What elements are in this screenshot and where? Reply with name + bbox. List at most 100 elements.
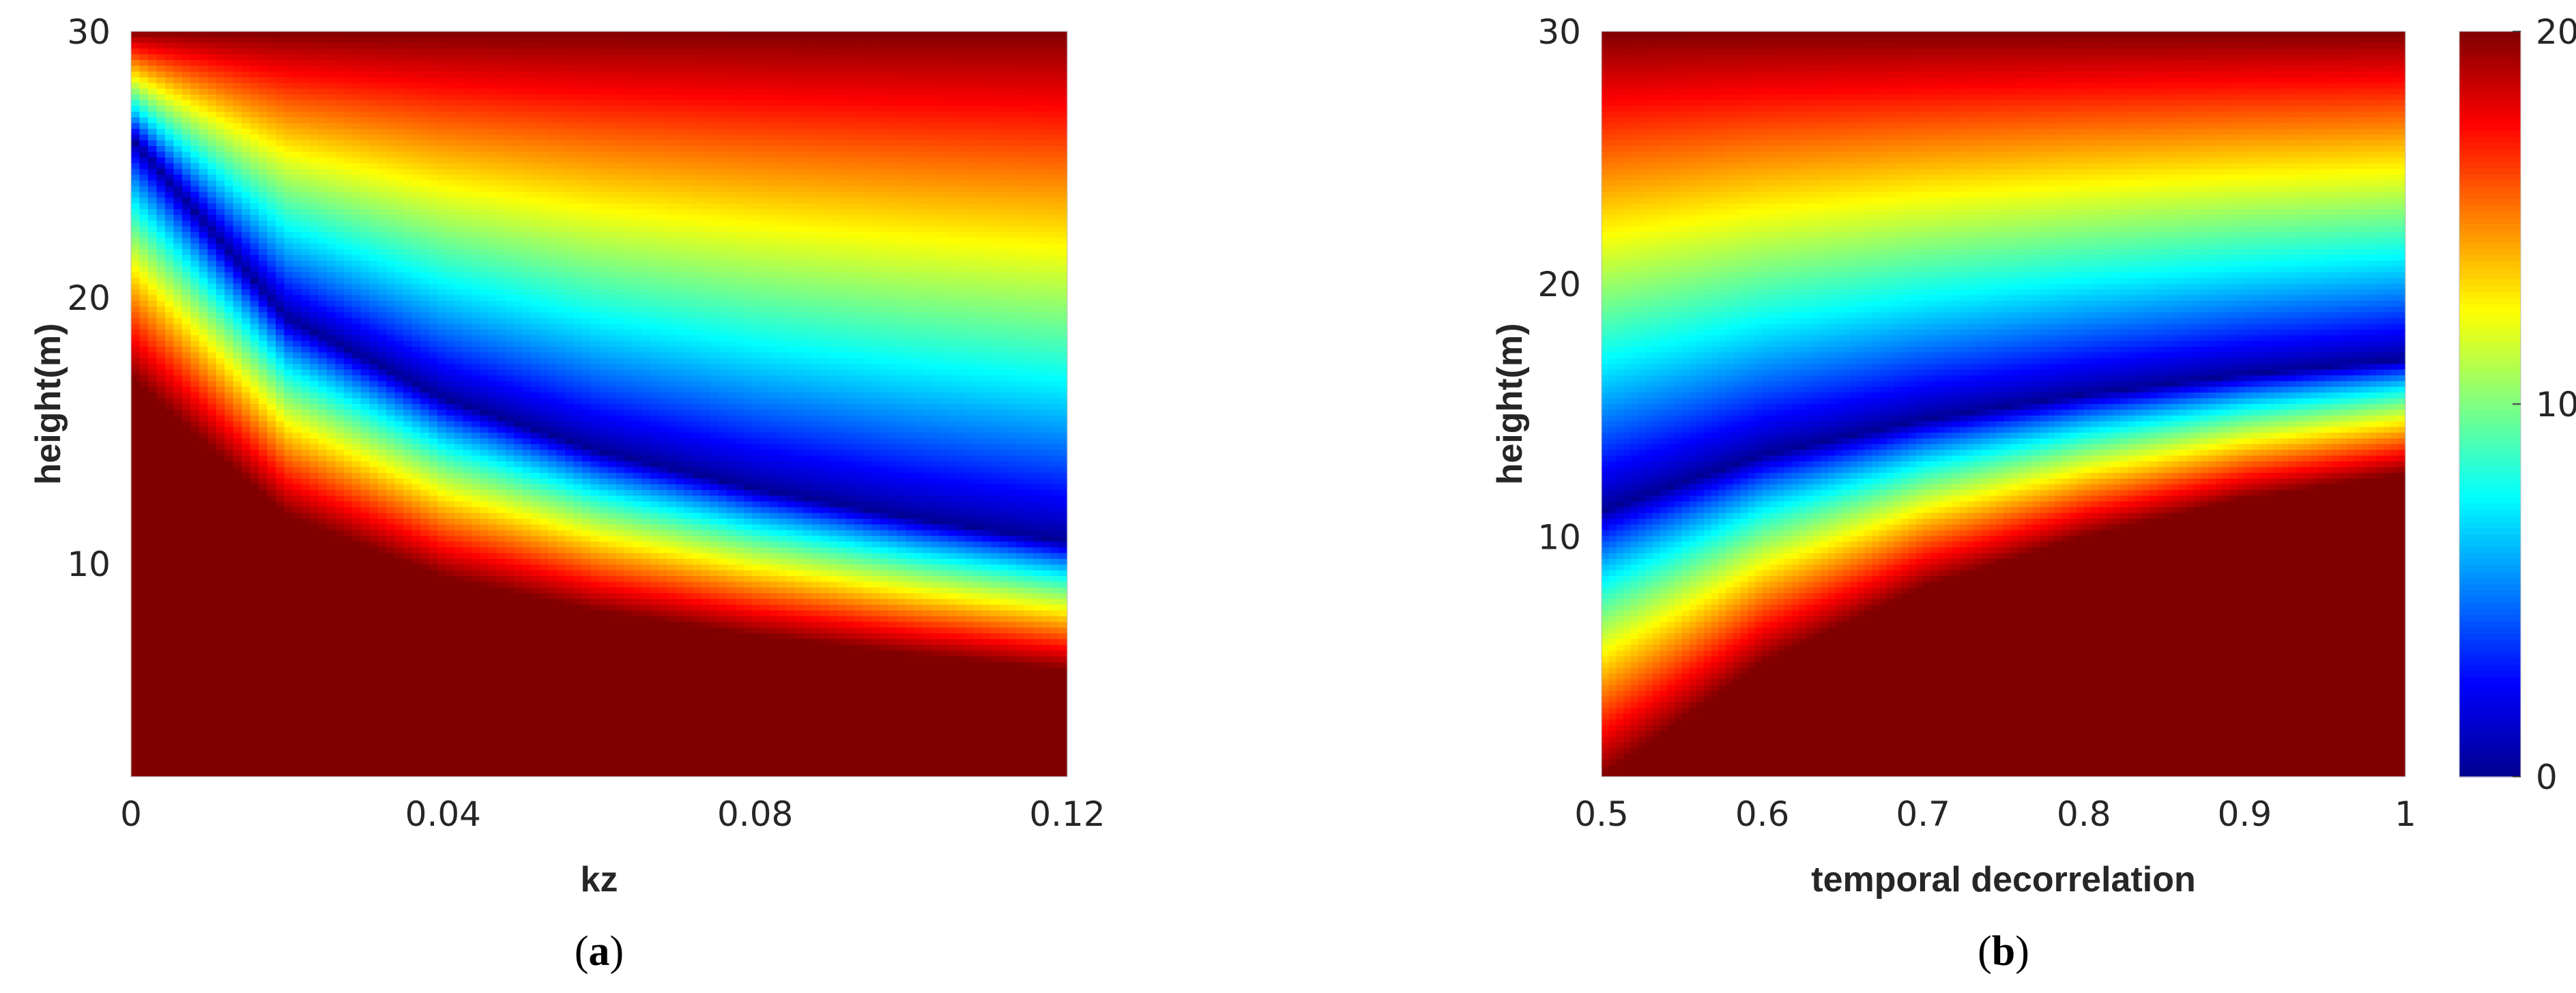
heatmap-cell: [454, 89, 464, 96]
heatmap-cell: [446, 581, 455, 588]
heatmap-cell: [309, 94, 319, 101]
heatmap-cell: [360, 152, 371, 158]
heatmap-cell: [292, 622, 302, 629]
heatmap-cell: [207, 66, 217, 72]
heatmap-cell: [190, 753, 200, 760]
heatmap-cell: [156, 203, 166, 210]
heatmap-cell: [284, 708, 293, 715]
heatmap-cell: [420, 433, 430, 440]
heatmap-cell: [386, 536, 396, 543]
heatmap-cell: [335, 433, 345, 440]
heatmap-cell: [276, 203, 285, 210]
heatmap-cell: [369, 644, 379, 651]
heatmap-cell: [199, 455, 209, 462]
heatmap-cell: [326, 283, 336, 290]
heatmap-cell: [250, 261, 259, 268]
heatmap-cell: [411, 203, 421, 210]
heatmap-cell: [420, 255, 430, 261]
heatmap-cell: [173, 77, 183, 84]
heatmap-cell: [276, 163, 285, 170]
heatmap-cell: [284, 117, 293, 124]
heatmap-cell: [267, 283, 276, 290]
heatmap-cell: [225, 438, 234, 445]
heatmap-cell: [352, 117, 362, 124]
heatmap-cell: [446, 662, 455, 669]
heatmap-cell: [420, 266, 430, 273]
heatmap-cell: [216, 725, 225, 732]
heatmap-cell: [156, 42, 166, 49]
heatmap-cell: [454, 146, 464, 153]
heatmap-cell: [335, 381, 345, 388]
heatmap-cell: [242, 748, 251, 755]
heatmap-cell: [164, 249, 175, 256]
heatmap-cell: [420, 593, 430, 600]
heatmap-cell: [386, 398, 396, 405]
heatmap-cell: [360, 54, 371, 61]
heatmap-cell: [139, 100, 149, 106]
heatmap-cell: [233, 558, 242, 565]
heatmap-cell: [403, 696, 413, 703]
heatmap-cell: [403, 484, 413, 491]
heatmap-cell: [131, 283, 141, 290]
heatmap-cell: [352, 627, 362, 634]
heatmap-cell: [343, 702, 353, 708]
heatmap-cell: [250, 673, 259, 680]
heatmap-cell: [250, 691, 259, 697]
heatmap-cell: [164, 450, 175, 457]
heatmap-cell: [139, 255, 149, 261]
heatmap-cell: [360, 312, 371, 319]
heatmap-cell: [182, 547, 192, 554]
heatmap-cell: [369, 255, 379, 261]
heatmap-cell: [335, 576, 345, 583]
heatmap-cell: [182, 622, 192, 629]
heatmap-cell: [250, 616, 259, 622]
heatmap-cell: [199, 180, 209, 187]
heatmap-cell: [276, 220, 285, 227]
heatmap-cell: [309, 398, 319, 405]
heatmap-cell: [343, 278, 353, 285]
heatmap-cell: [233, 639, 242, 646]
heatmap-cell: [420, 438, 430, 445]
heatmap-cell: [411, 94, 421, 101]
heatmap-cell: [225, 564, 234, 571]
heatmap-cell: [284, 759, 293, 766]
heatmap-cell: [326, 513, 336, 519]
heatmap-cell: [242, 261, 251, 268]
heatmap-cell: [369, 31, 379, 38]
heatmap-cell: [259, 335, 268, 342]
heatmap-cell: [147, 742, 158, 749]
heatmap-cell: [420, 261, 430, 268]
heatmap-cell: [233, 392, 242, 399]
heatmap-cell: [164, 702, 175, 708]
heatmap-cell: [352, 673, 362, 680]
heatmap-cell: [403, 725, 413, 732]
heatmap-cell: [207, 347, 217, 354]
heatmap-cell: [454, 220, 464, 227]
heatmap-cell: [292, 599, 302, 605]
heatmap-cell: [446, 278, 455, 285]
heatmap-cell: [386, 742, 396, 749]
heatmap-cell: [292, 186, 302, 192]
heatmap-cell: [267, 616, 276, 622]
heatmap-cell: [284, 691, 293, 697]
heatmap-cell: [420, 404, 430, 411]
heatmap-cell: [360, 708, 371, 715]
heatmap-cell: [309, 249, 319, 256]
heatmap-cell: [301, 369, 310, 376]
heatmap-cell: [199, 295, 209, 302]
heatmap-cell: [360, 186, 371, 192]
heatmap-cell: [301, 644, 310, 651]
heatmap-cell: [352, 524, 362, 531]
heatmap-cell: [284, 358, 293, 364]
heatmap-cell: [318, 306, 328, 313]
heatmap-cell: [326, 507, 336, 514]
heatmap-cell: [454, 117, 464, 124]
heatmap-cell: [429, 484, 438, 491]
heatmap-cell: [386, 329, 396, 336]
heatmap-cell: [207, 94, 217, 101]
heatmap-cell: [335, 128, 345, 135]
heatmap-cell: [437, 42, 447, 49]
heatmap-cell: [454, 335, 464, 342]
heatmap-cell: [276, 541, 285, 548]
heatmap-cell: [276, 730, 285, 737]
